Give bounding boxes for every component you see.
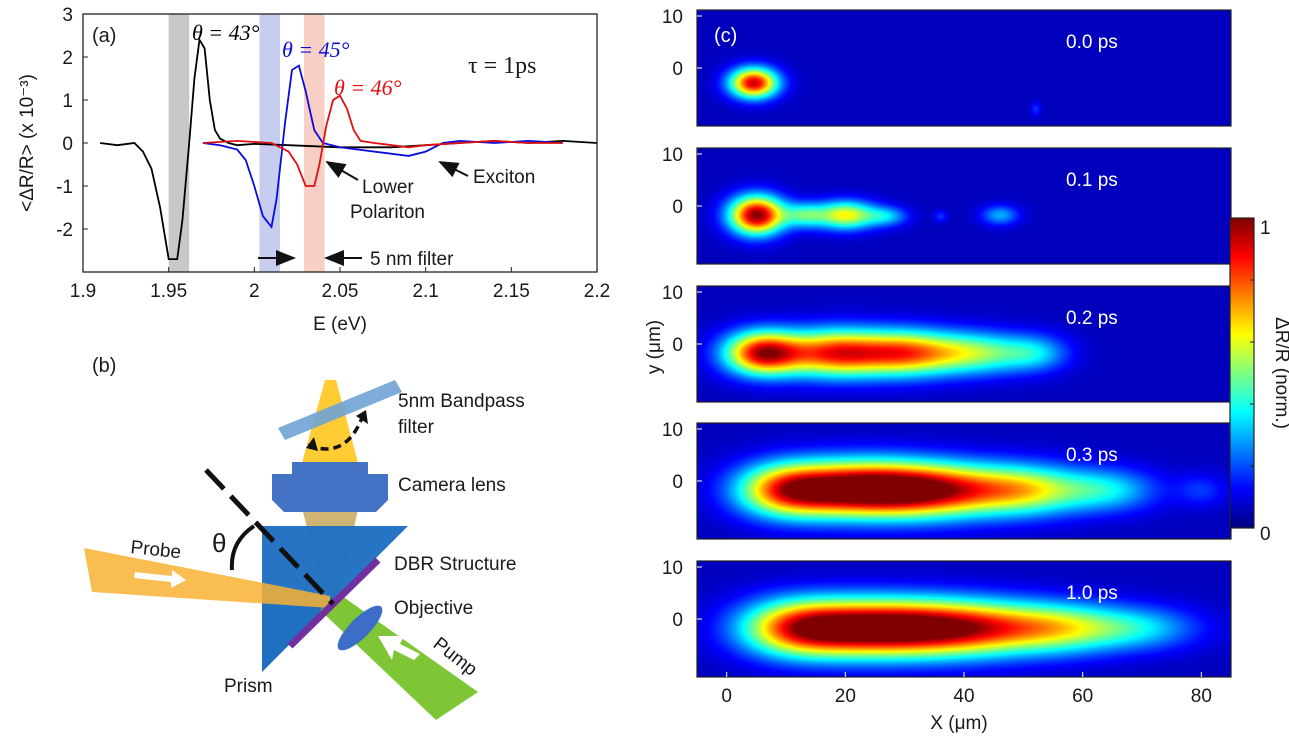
- panel-label-c: (c): [714, 25, 737, 47]
- y-tick-label: -1: [56, 177, 73, 198]
- prism-label: Prism: [224, 676, 273, 697]
- camera-lens-body: [272, 474, 388, 512]
- frame-time-label: 0.3 ps: [1066, 445, 1118, 466]
- camera-lens-top: [292, 462, 368, 474]
- y-tick-label: 0: [62, 134, 73, 155]
- frame-time-label: 1.0 ps: [1066, 583, 1118, 604]
- tau-label: τ = 1ps: [468, 53, 537, 79]
- y-tick-label: 0: [672, 610, 683, 631]
- x-tick-label: 60: [1072, 686, 1093, 707]
- lower-polariton-label-2: Polariton: [350, 202, 425, 223]
- x-tick-label: 2.15: [493, 281, 530, 302]
- y-tick-label: 10: [662, 420, 683, 441]
- x-tick-label: 2: [249, 281, 260, 302]
- pump-arrow: [378, 636, 420, 660]
- filter-label: 5 nm filter: [370, 249, 454, 270]
- theta45-label: θ = 45°: [282, 37, 350, 62]
- lower-polariton-label-1: Lower: [362, 177, 414, 198]
- heatmap-frame-4: [697, 561, 1231, 677]
- x-axis-label: E (eV): [313, 314, 367, 335]
- y-tick-label: 10: [662, 145, 683, 166]
- theta-arc: [229, 524, 256, 571]
- filter-band: [304, 14, 325, 272]
- x-tick-label: 1.9: [70, 281, 96, 302]
- y-tick-label: 0: [672, 197, 683, 218]
- y-tick-label: 0: [672, 335, 683, 356]
- colorbar-tick-min: 0: [1260, 524, 1271, 545]
- x-tick-label: 20: [835, 686, 856, 707]
- bandpass-label-1: 5nm Bandpass: [398, 391, 525, 412]
- theta-symbol: θ: [212, 528, 226, 558]
- frame-time-label: 0.0 ps: [1066, 32, 1118, 53]
- frame-time-label: 0.2 ps: [1066, 308, 1118, 329]
- probe-arrow: [134, 570, 186, 588]
- y-tick-label: 10: [662, 283, 683, 304]
- y-tick-label: 1: [62, 91, 73, 112]
- panel-a-spectrum: 1.9 1.95 2 2.05 2.1 2.15 2.2 -2 -1 0 1 2 3 (a) <ΔR/R…: [17, 5, 610, 335]
- y-axis-label-c: y (μm): [644, 320, 665, 374]
- y-tick-label: 0: [672, 59, 683, 80]
- x-tick-label: 2.2: [584, 281, 610, 302]
- heatmap-frame-0: [697, 10, 1231, 126]
- rotation-arrowhead-2: [306, 437, 318, 451]
- x-axis-label-c: X (μm): [930, 713, 987, 734]
- exciton-label: Exciton: [473, 167, 535, 188]
- camera-lens-label: Camera lens: [398, 475, 506, 496]
- panel-label-a: (a): [92, 25, 116, 47]
- x-tick-label: 1.95: [150, 281, 187, 302]
- y-tick-label: 2: [62, 48, 73, 69]
- frame-time-label: 0.1 ps: [1066, 170, 1118, 191]
- objective-lens: [337, 605, 383, 651]
- heatmap-frame-2: [697, 286, 1231, 402]
- heatmap-frame-1: [697, 148, 1231, 264]
- y-tick-label: 10: [662, 7, 683, 28]
- objective-label: Objective: [394, 598, 473, 619]
- series-line-2: [202, 94, 563, 187]
- lower-polariton-arrow: [325, 160, 359, 181]
- bandpass-filter: [278, 380, 402, 440]
- colorbar-label: ΔR/R (norm.): [1271, 317, 1289, 429]
- series-line-1: [202, 64, 563, 230]
- x-tick-label: 40: [953, 686, 974, 707]
- y-tick-label: 0: [672, 472, 683, 493]
- exciton-arrow: [438, 161, 469, 178]
- panel-c-heatmaps: 0.0 ps0.1 ps0.2 ps0.3 ps1.0 ps 100100100…: [644, 7, 1289, 734]
- y-tick-label: 10: [662, 558, 683, 579]
- y-tick-label: -2: [56, 220, 73, 241]
- probe-beam: [84, 548, 330, 608]
- surface-normal: [204, 468, 335, 606]
- bandpass-label-2: filter: [398, 417, 435, 438]
- panel-label-b: (b): [92, 355, 116, 377]
- theta43-label: θ = 43°: [192, 20, 260, 45]
- heatmap-frame-3: [697, 423, 1231, 539]
- x-tick-label: 2.1: [412, 281, 438, 302]
- theta46-label: θ = 46°: [334, 75, 402, 100]
- y-axis-label: <ΔR/R> (x 10⁻³): [17, 74, 38, 212]
- y-tick-label: 3: [62, 5, 73, 26]
- filter-band: [168, 14, 190, 272]
- x-tick-label: 80: [1191, 686, 1212, 707]
- rotation-arrowhead: [356, 410, 368, 424]
- panel-b-setup-diagram: (b) θ 5nm Bandpass filter Camera lens: [84, 355, 525, 720]
- dbr-label: DBR Structure: [394, 554, 516, 575]
- x-tick-label: 2.05: [322, 281, 359, 302]
- x-tick-label: 0: [721, 686, 732, 707]
- colorbar-tick-max: 1: [1260, 218, 1271, 239]
- colorbar: [1229, 217, 1255, 529]
